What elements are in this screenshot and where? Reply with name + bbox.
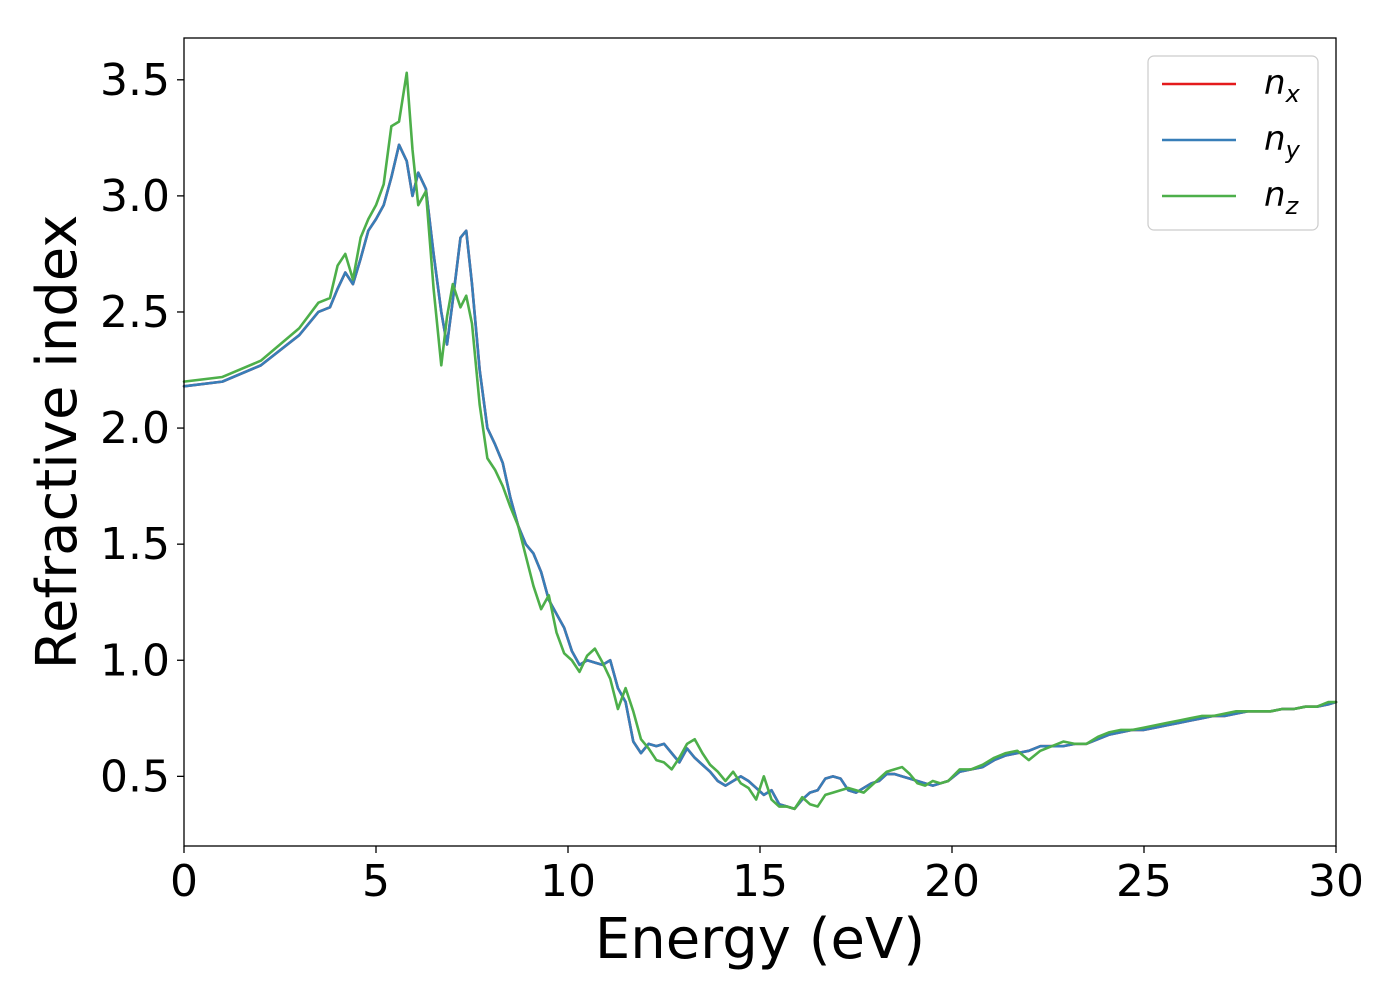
y-tick-label: 3.0 xyxy=(100,171,170,222)
legend-label-sub: x xyxy=(1285,80,1301,108)
y-tick-label: 0.5 xyxy=(100,751,170,802)
y-tick-label: 1.0 xyxy=(100,635,170,686)
y-tick-label: 2.5 xyxy=(100,287,170,338)
legend-label-main: n xyxy=(1264,119,1286,159)
x-axis-ticks: 0 5 10 15 20 25 30 xyxy=(170,846,1364,907)
legend-label-main: n xyxy=(1264,175,1286,215)
legend-label-sub: z xyxy=(1285,192,1300,220)
x-tick-label: 0 xyxy=(170,856,198,907)
legend-label-sub: y xyxy=(1285,136,1301,164)
legend-box xyxy=(1147,55,1319,231)
plot-background xyxy=(184,38,1336,846)
x-tick-label: 20 xyxy=(924,856,980,907)
x-tick-label: 25 xyxy=(1116,856,1172,907)
series-line-nz xyxy=(182,71,1338,811)
series-layer xyxy=(182,71,1338,811)
x-tick-label: 5 xyxy=(362,856,390,907)
x-tick-label: 15 xyxy=(732,856,788,907)
legend-label-ny: ny xyxy=(1264,119,1301,164)
x-tick-label: 30 xyxy=(1308,856,1364,907)
series-line-ny xyxy=(182,143,1338,811)
y-tick-label: 1.5 xyxy=(100,519,170,570)
y-tick-label: 3.5 xyxy=(100,55,170,106)
legend-label-nx: nx xyxy=(1264,63,1301,108)
legend-label-main: n xyxy=(1264,63,1286,103)
legend-label-nz: nz xyxy=(1264,175,1300,220)
y-axis-label: Refractive index xyxy=(25,215,90,670)
y-tick-label: 2.0 xyxy=(100,403,170,454)
y-axis-ticks: 0.5 1.0 1.5 2.0 2.5 3.0 3.5 xyxy=(100,55,184,802)
x-axis-label: Energy (eV) xyxy=(595,907,925,972)
x-tick-label: 10 xyxy=(540,856,596,907)
